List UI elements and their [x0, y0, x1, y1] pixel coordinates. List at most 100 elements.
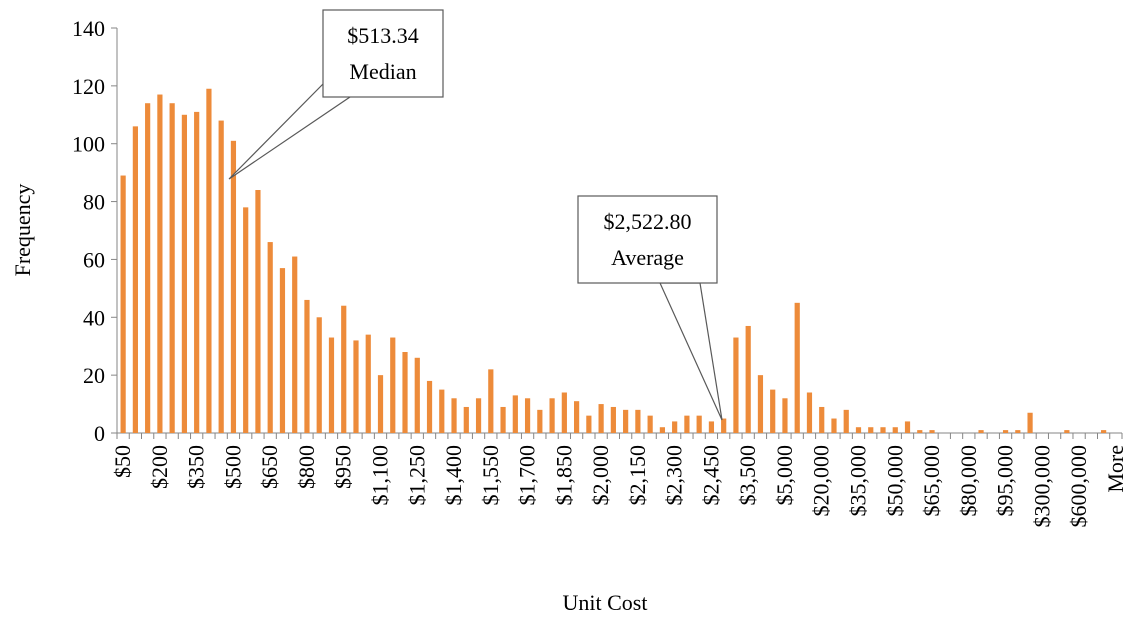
bar	[917, 430, 923, 433]
bar	[770, 389, 776, 433]
bar	[806, 392, 813, 433]
callout-text: Median	[349, 59, 416, 84]
x-tick-label: $2,150	[625, 445, 650, 506]
bar	[1101, 430, 1107, 433]
callout-box	[577, 195, 718, 284]
bar	[831, 418, 837, 433]
x-tick-label: $3,500	[735, 445, 760, 506]
x-tick-label: $80,000	[956, 445, 981, 517]
y-tick-label: 60	[83, 247, 105, 272]
x-tick-label: $300,000	[1029, 445, 1054, 528]
x-tick-label: $95,000	[993, 445, 1018, 517]
bar	[880, 427, 886, 433]
x-tick-label: $800	[294, 445, 319, 489]
x-tick-label: $950	[331, 445, 356, 489]
bar	[402, 352, 408, 433]
bar	[745, 325, 751, 433]
bar	[414, 357, 420, 433]
bar	[1002, 430, 1009, 433]
bar	[978, 430, 984, 433]
bar	[512, 395, 518, 433]
bar	[390, 337, 396, 433]
bar	[549, 398, 555, 433]
x-tick-label: $350	[184, 445, 209, 489]
bar	[610, 406, 616, 433]
bar	[757, 375, 764, 433]
bar	[708, 421, 715, 433]
x-tick-label: More	[1103, 445, 1128, 493]
bar	[328, 337, 335, 433]
y-axis-title: Frequency	[10, 184, 35, 277]
x-tick-label: $2,450	[698, 445, 723, 506]
bar	[500, 406, 506, 433]
bar	[586, 415, 592, 433]
bar	[145, 103, 151, 433]
bar	[132, 126, 138, 433]
callout-text: $2,522.80	[604, 209, 692, 234]
bar	[120, 175, 126, 434]
bar	[574, 401, 580, 433]
bar	[451, 398, 457, 433]
bar	[819, 406, 825, 433]
x-tick-label: $500	[220, 445, 245, 489]
bar	[647, 415, 653, 433]
bar	[672, 421, 678, 433]
x-tick-label: $1,700	[515, 445, 540, 506]
x-axis-title: Unit Cost	[563, 590, 648, 615]
bar	[904, 421, 911, 433]
x-tick-label: $1,100	[368, 445, 393, 506]
bar	[684, 415, 690, 433]
bar	[537, 409, 543, 433]
bar	[279, 268, 286, 433]
bar	[598, 404, 604, 433]
y-tick-label: 120	[72, 74, 105, 99]
bar	[426, 380, 433, 433]
bar	[782, 398, 788, 433]
bar	[255, 190, 261, 433]
bar	[623, 409, 629, 433]
y-tick-label: 0	[94, 421, 105, 446]
x-tick-label: $1,850	[551, 445, 576, 506]
bar	[659, 427, 665, 433]
x-tick-label: $600,000	[1066, 445, 1091, 528]
bar	[243, 207, 249, 433]
x-tick-label: $35,000	[845, 445, 870, 517]
y-tick-label: 20	[83, 363, 105, 388]
bar	[843, 409, 849, 433]
bar	[292, 256, 298, 433]
bar	[635, 409, 641, 433]
bar	[855, 427, 862, 433]
x-tick-label: $2,000	[588, 445, 613, 506]
bar	[157, 94, 163, 434]
x-tick-label: $50	[110, 445, 135, 478]
bar	[267, 242, 273, 433]
bar	[794, 302, 800, 433]
y-tick-label: 100	[72, 132, 105, 157]
bar	[365, 334, 371, 433]
bar	[463, 406, 469, 433]
callout-text: $513.34	[347, 23, 419, 48]
bar	[181, 114, 188, 434]
y-tick-label: 40	[83, 305, 105, 330]
bar	[524, 398, 531, 433]
x-tick-label: $50,000	[882, 445, 907, 517]
y-tick-label: 140	[72, 16, 105, 41]
bar	[206, 88, 212, 433]
x-tick-label: $20,000	[809, 445, 834, 517]
x-tick-label: $5,000	[772, 445, 797, 506]
bar	[696, 415, 702, 433]
bar	[1027, 412, 1033, 433]
bar	[892, 427, 898, 433]
bar	[377, 375, 384, 433]
callout-pointer	[659, 282, 723, 421]
bar	[1064, 430, 1070, 433]
x-tick-label: $1,550	[478, 445, 503, 506]
bar	[733, 337, 739, 433]
bar	[475, 398, 482, 433]
bar	[929, 430, 935, 433]
x-tick-label: $2,300	[662, 445, 687, 506]
bar	[561, 392, 567, 433]
x-tick-label: $1,250	[404, 445, 429, 506]
bar	[721, 418, 727, 433]
